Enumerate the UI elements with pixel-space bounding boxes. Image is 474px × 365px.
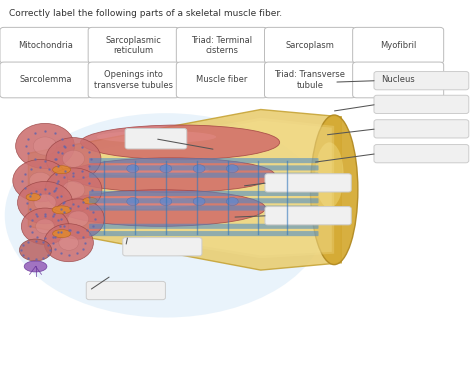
FancyBboxPatch shape bbox=[89, 224, 319, 229]
FancyBboxPatch shape bbox=[89, 191, 319, 196]
Ellipse shape bbox=[16, 123, 74, 169]
Ellipse shape bbox=[53, 166, 71, 174]
Ellipse shape bbox=[52, 199, 104, 239]
FancyBboxPatch shape bbox=[353, 27, 444, 63]
Ellipse shape bbox=[315, 142, 344, 208]
Ellipse shape bbox=[36, 219, 55, 234]
FancyBboxPatch shape bbox=[89, 173, 319, 178]
Ellipse shape bbox=[62, 181, 85, 199]
Ellipse shape bbox=[226, 165, 238, 173]
Text: Openings into
transverse tubules: Openings into transverse tubules bbox=[94, 70, 173, 90]
Ellipse shape bbox=[13, 160, 68, 202]
FancyBboxPatch shape bbox=[0, 62, 91, 98]
Ellipse shape bbox=[68, 211, 89, 227]
Text: Triad: Terminal
cisterns: Triad: Terminal cisterns bbox=[191, 35, 252, 55]
FancyBboxPatch shape bbox=[264, 62, 356, 98]
FancyBboxPatch shape bbox=[89, 158, 319, 163]
PathPatch shape bbox=[36, 118, 334, 258]
FancyBboxPatch shape bbox=[88, 62, 179, 98]
FancyBboxPatch shape bbox=[88, 27, 179, 63]
Ellipse shape bbox=[83, 197, 97, 204]
FancyBboxPatch shape bbox=[374, 120, 469, 138]
Ellipse shape bbox=[127, 165, 138, 173]
PathPatch shape bbox=[28, 110, 341, 270]
FancyBboxPatch shape bbox=[123, 238, 202, 256]
FancyBboxPatch shape bbox=[89, 198, 319, 203]
PathPatch shape bbox=[38, 120, 332, 256]
Ellipse shape bbox=[66, 158, 275, 193]
Ellipse shape bbox=[21, 208, 69, 245]
FancyBboxPatch shape bbox=[374, 72, 469, 90]
Ellipse shape bbox=[44, 224, 93, 262]
Text: Sarcolemma: Sarcolemma bbox=[19, 76, 72, 84]
FancyBboxPatch shape bbox=[176, 27, 267, 63]
Ellipse shape bbox=[310, 115, 358, 265]
Ellipse shape bbox=[127, 197, 138, 205]
FancyBboxPatch shape bbox=[89, 165, 319, 170]
Ellipse shape bbox=[84, 164, 210, 176]
Ellipse shape bbox=[45, 168, 102, 212]
FancyBboxPatch shape bbox=[374, 145, 469, 163]
FancyBboxPatch shape bbox=[176, 62, 267, 98]
FancyBboxPatch shape bbox=[89, 231, 319, 236]
Ellipse shape bbox=[24, 261, 47, 272]
Text: Sarcoplasmic
reticulum: Sarcoplasmic reticulum bbox=[106, 35, 162, 55]
Ellipse shape bbox=[52, 206, 71, 214]
Ellipse shape bbox=[160, 165, 172, 173]
Text: Myofibril: Myofibril bbox=[380, 41, 416, 50]
Ellipse shape bbox=[33, 137, 57, 155]
Ellipse shape bbox=[57, 190, 265, 226]
Text: Muscle fiber: Muscle fiber bbox=[196, 76, 247, 84]
FancyBboxPatch shape bbox=[265, 207, 351, 225]
Text: Triad: Transverse
tubule: Triad: Transverse tubule bbox=[274, 70, 346, 90]
FancyBboxPatch shape bbox=[353, 62, 444, 98]
Ellipse shape bbox=[226, 197, 238, 205]
FancyBboxPatch shape bbox=[89, 205, 319, 211]
FancyBboxPatch shape bbox=[0, 27, 91, 63]
Ellipse shape bbox=[53, 230, 71, 238]
FancyBboxPatch shape bbox=[374, 95, 469, 114]
Ellipse shape bbox=[18, 181, 73, 224]
FancyBboxPatch shape bbox=[86, 281, 165, 300]
Ellipse shape bbox=[75, 196, 200, 209]
Ellipse shape bbox=[193, 197, 205, 205]
Ellipse shape bbox=[46, 138, 101, 180]
Text: Mitochondria: Mitochondria bbox=[18, 41, 73, 50]
Ellipse shape bbox=[160, 197, 172, 205]
Text: Sarcoplasm: Sarcoplasm bbox=[285, 41, 335, 50]
Ellipse shape bbox=[63, 150, 84, 167]
FancyBboxPatch shape bbox=[265, 174, 351, 192]
Ellipse shape bbox=[29, 172, 51, 189]
Text: Nucleus: Nucleus bbox=[381, 76, 415, 84]
Ellipse shape bbox=[81, 125, 280, 160]
Ellipse shape bbox=[26, 193, 40, 201]
FancyBboxPatch shape bbox=[125, 128, 187, 149]
Ellipse shape bbox=[5, 113, 327, 318]
Ellipse shape bbox=[97, 131, 216, 143]
Ellipse shape bbox=[19, 239, 52, 261]
Text: Correctly label the following parts of a skeletal muscle fiber.: Correctly label the following parts of a… bbox=[9, 9, 283, 18]
FancyBboxPatch shape bbox=[264, 27, 356, 63]
Ellipse shape bbox=[34, 194, 56, 211]
Ellipse shape bbox=[59, 235, 79, 250]
Ellipse shape bbox=[193, 165, 205, 173]
